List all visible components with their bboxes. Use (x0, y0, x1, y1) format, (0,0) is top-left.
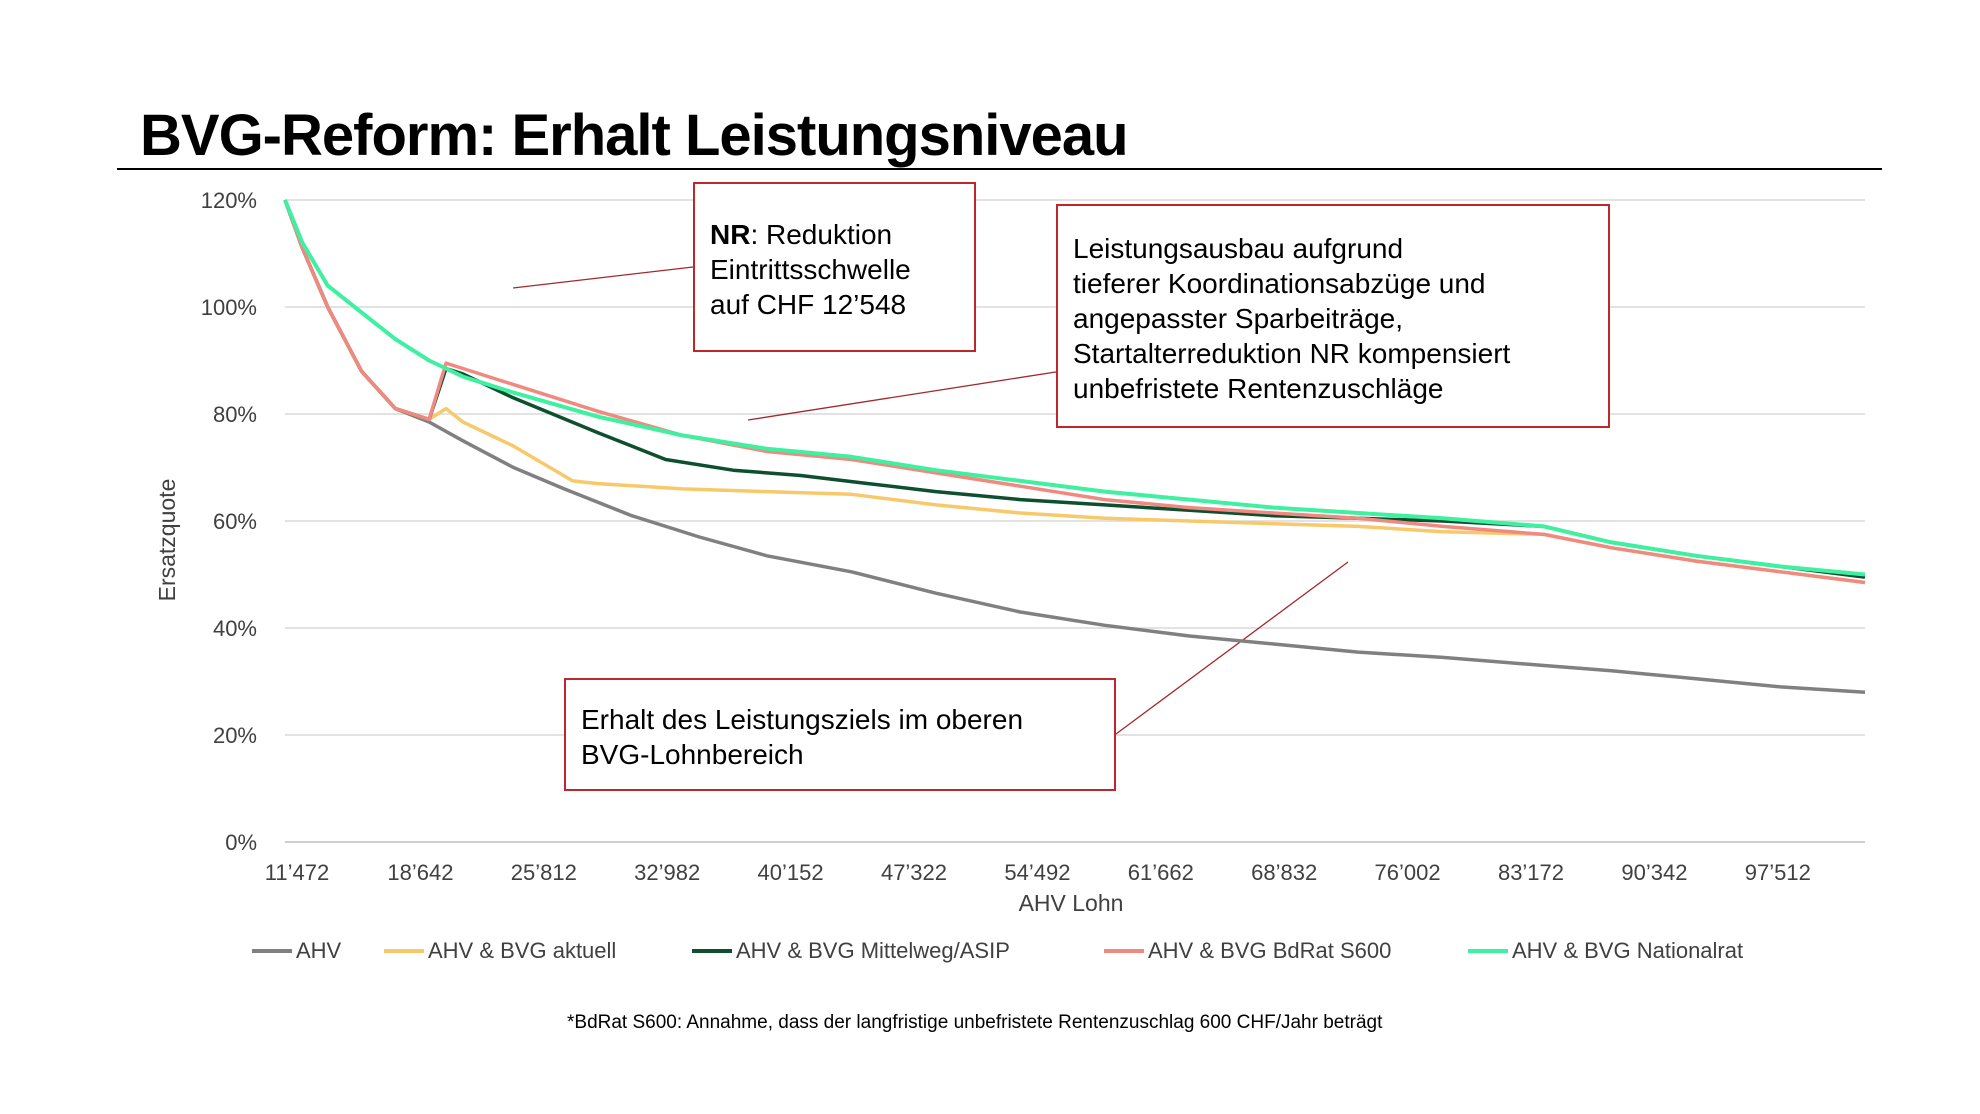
y-tick-labels: 0% 20% 40% 60% 80% 100% 120% (201, 188, 257, 855)
annotation-ausbau-line: Startalterreduktion NR kompensiert (1073, 338, 1511, 369)
annotation-pointer (747, 370, 1063, 421)
legend-item-bvg-aktuell: AHV & BVG aktuell (384, 938, 616, 964)
y-tick-label: 20% (213, 723, 257, 748)
x-tick-label: 76’002 (1375, 860, 1441, 885)
x-tick-label: 47’322 (881, 860, 947, 885)
legend-item-bvg-bdrat: AHV & BVG BdRat S600 (1104, 938, 1391, 964)
series-line-3 (283, 199, 1866, 585)
x-tick-label: 61’662 (1128, 860, 1194, 885)
legend-item-bvg-mittelweg: AHV & BVG Mittelweg/ASIP (692, 938, 1010, 964)
footnote: *BdRat S600: Annahme, dass der langfrist… (567, 1012, 1383, 1033)
annotation-ausbau-line: Leistungsausbau aufgrund (1073, 233, 1404, 264)
annotation-leistungsausbau: Leistungsausbau aufgrund tieferer Koordi… (1056, 204, 1610, 428)
x-tick-labels: 11’472 18’642 25’812 32’982 40’152 47’322 54’4… (265, 860, 1811, 885)
legend-label: AHV & BVG BdRat S600 (1148, 938, 1392, 963)
y-tick-label: 80% (213, 402, 257, 427)
x-tick-label: 11’472 (265, 860, 329, 885)
x-tick-label: 68’832 (1251, 860, 1317, 885)
annotation-nr-line1: : Reduktion (750, 219, 893, 250)
y-tick-label: 120% (201, 188, 257, 213)
y-tick-label: 60% (213, 509, 257, 534)
annotation-pointer (1115, 561, 1349, 735)
legend-label: AHV & BVG Nationalrat (1512, 938, 1744, 963)
annotation-nr-reduktion: NR: Reduktion Eintrittsschwelle auf CHF … (693, 182, 976, 352)
x-axis-label: AHV Lohn (1019, 890, 1124, 916)
annotation-nr-line2: Eintrittsschwelle (710, 254, 911, 285)
page-title: BVG-Reform: Erhalt Leistungsniveau (140, 103, 1129, 168)
legend-swatch (692, 949, 732, 953)
y-tick-label: 0% (225, 830, 257, 855)
legend-label: AHV & BVG Mittelweg/ASIP (736, 938, 1010, 963)
x-tick-label: 54’492 (1004, 860, 1070, 885)
legend-label: AHV & BVG aktuell (428, 938, 617, 963)
legend-label: AHV (296, 938, 342, 963)
series-lines (283, 199, 1866, 694)
annotation-erhalt-leistungsziel: Erhalt des Leistungsziels im oberen BVG-… (564, 678, 1116, 791)
x-tick-label: 32’982 (634, 860, 700, 885)
legend-swatch (252, 949, 292, 953)
annotation-erhalt-line: Erhalt des Leistungsziels im oberen (581, 704, 1024, 735)
title-divider (117, 168, 1882, 170)
annotation-ausbau-line: unbefristete Rentenzuschläge (1073, 373, 1444, 404)
legend-swatch (1468, 949, 1508, 953)
x-tick-label: 83’172 (1498, 860, 1564, 885)
y-tick-label: 100% (201, 295, 257, 320)
x-tick-label: 97’512 (1745, 860, 1811, 885)
annotation-nr-line3: auf CHF 12’548 (710, 289, 907, 320)
annotation-ausbau-line: angepasster Sparbeiträge, (1073, 303, 1403, 334)
x-tick-label: 25’812 (511, 860, 577, 885)
legend-swatch (384, 949, 424, 953)
y-axis-label: Ersatzquote (154, 479, 180, 602)
annotation-nr-bold: NR (710, 219, 751, 250)
series-line-4 (283, 199, 1866, 577)
annotation-pointer (512, 266, 694, 289)
x-tick-label: 40’152 (758, 860, 824, 885)
legend-item-bvg-nationalrat: AHV & BVG Nationalrat (1468, 938, 1743, 964)
x-tick-label: 18’642 (387, 860, 453, 885)
legend-item-ahv: AHV (252, 938, 341, 964)
legend-swatch (1104, 949, 1144, 953)
annotation-erhalt-line: BVG-Lohnbereich (581, 739, 804, 770)
x-tick-label: 90’342 (1621, 860, 1687, 885)
annotation-pointers (512, 266, 1349, 735)
annotation-ausbau-line: tieferer Koordinationsabzüge und (1073, 268, 1486, 299)
y-tick-label: 40% (213, 616, 257, 641)
